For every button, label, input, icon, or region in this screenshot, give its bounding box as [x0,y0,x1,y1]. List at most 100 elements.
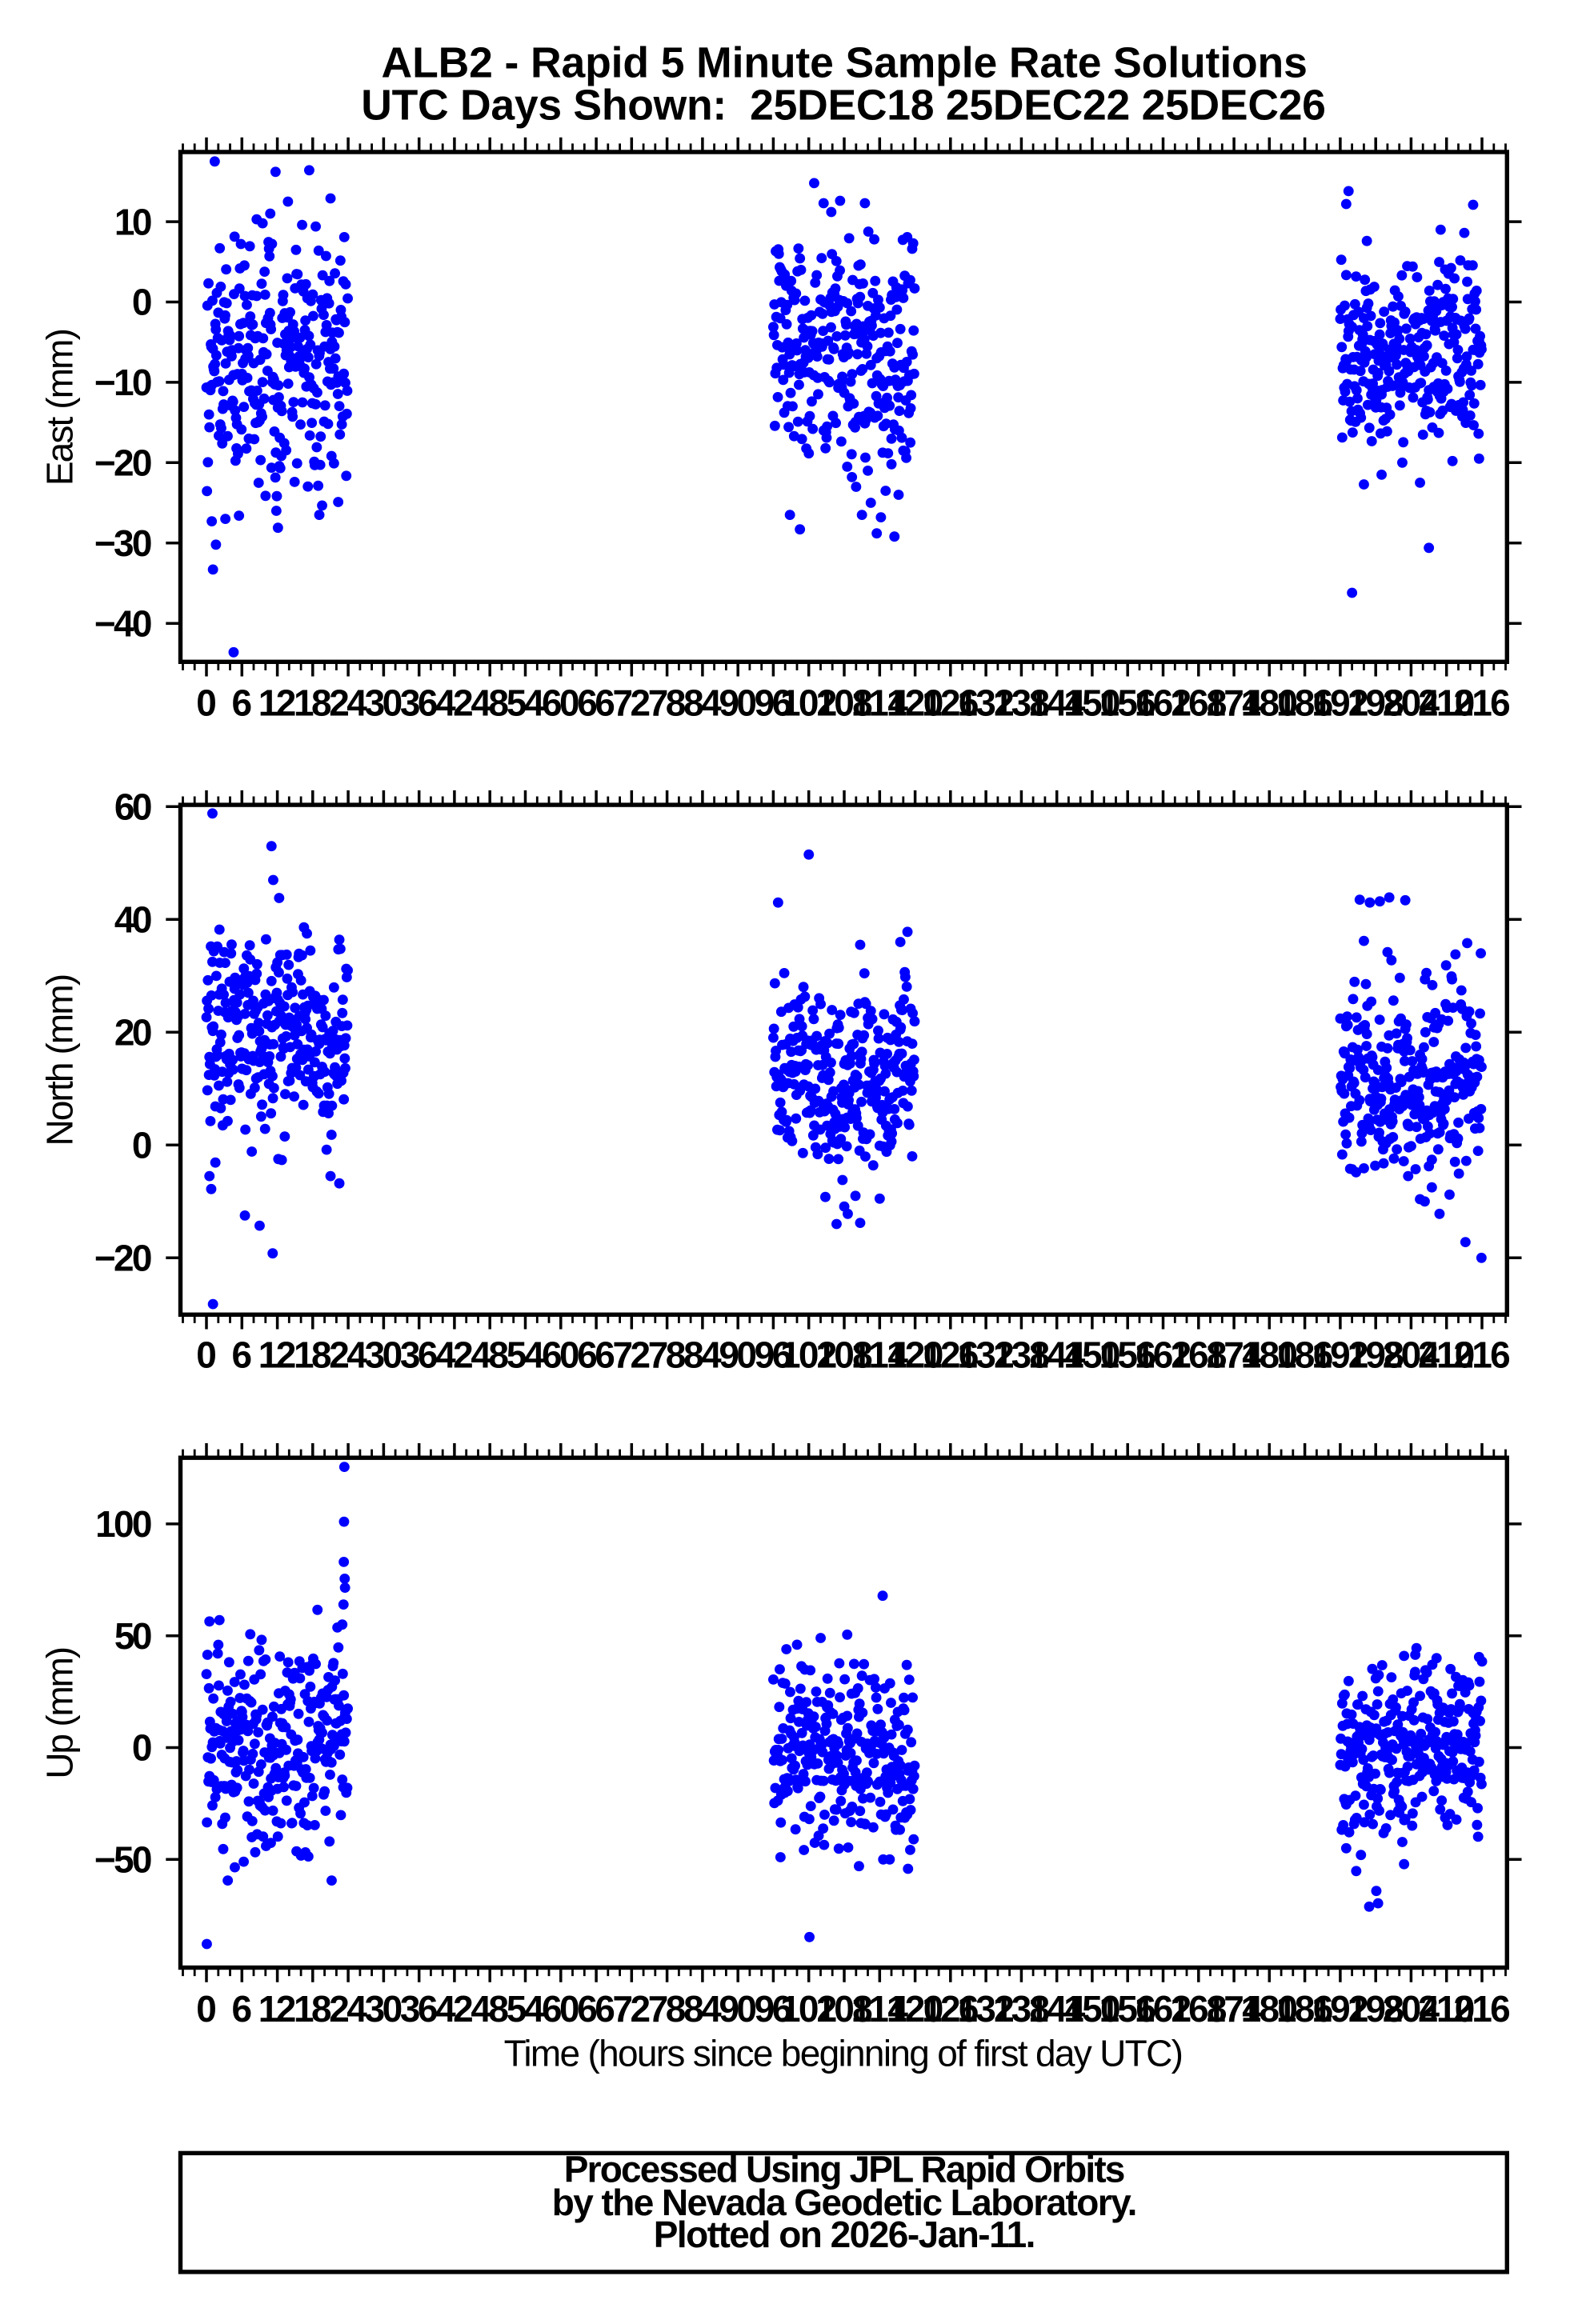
svg-text:192: 192 [1312,1988,1368,2030]
svg-text:114: 114 [851,1334,909,1376]
svg-text:24: 24 [329,1988,367,2030]
svg-text:−20: −20 [94,1238,153,1279]
svg-text:Time (hours since beginning of: Time (hours since beginning of first day… [504,2032,1184,2074]
svg-text:156: 156 [1099,682,1156,724]
svg-text:168: 168 [1170,1334,1227,1376]
svg-text:150: 150 [1063,1334,1120,1376]
svg-text:114: 114 [851,682,909,724]
svg-text:18: 18 [294,1334,332,1376]
svg-text:186: 186 [1276,1334,1333,1376]
svg-text:54: 54 [507,1988,545,2030]
svg-text:174: 174 [1205,1988,1263,2030]
svg-text:96: 96 [755,1334,793,1376]
svg-text:216: 216 [1453,1334,1510,1376]
svg-text:84: 84 [683,1334,722,1376]
svg-text:78: 78 [648,1334,687,1376]
svg-text:48: 48 [471,682,509,724]
svg-text:−40: −40 [94,602,153,644]
svg-text:East (mm): East (mm) [39,328,81,486]
svg-text:UTC Days Shown: 25DEC18 25DEC: UTC Days Shown: 25DEC18 25DEC22 25DEC26 [361,82,1326,129]
svg-text:10: 10 [114,201,153,242]
svg-text:6: 6 [232,1988,253,2030]
svg-text:42: 42 [435,1988,474,2030]
svg-text:78: 78 [648,1988,687,2030]
svg-text:0: 0 [132,1125,153,1166]
svg-text:48: 48 [471,1334,509,1376]
svg-text:66: 66 [577,1988,615,2030]
svg-text:36: 36 [400,1988,439,2030]
svg-text:60: 60 [542,682,580,724]
svg-text:84: 84 [683,682,722,724]
svg-text:42: 42 [435,1334,474,1376]
svg-text:36: 36 [400,1334,439,1376]
svg-text:150: 150 [1063,682,1120,724]
svg-text:120: 120 [887,1334,943,1376]
svg-text:210: 210 [1418,1988,1475,2030]
svg-text:18: 18 [294,1988,332,2030]
svg-text:180: 180 [1241,1334,1298,1376]
svg-text:204: 204 [1383,1988,1440,2030]
svg-text:12: 12 [258,1988,297,2030]
svg-text:132: 132 [957,1988,1014,2030]
svg-text:126: 126 [922,682,979,724]
svg-text:198: 198 [1348,1334,1404,1376]
svg-text:144: 144 [1028,682,1086,724]
svg-text:216: 216 [1453,682,1510,724]
svg-text:210: 210 [1418,682,1475,724]
svg-text:96: 96 [755,1988,793,2030]
svg-text:0: 0 [132,1727,153,1769]
svg-text:18: 18 [294,682,332,724]
svg-text:30: 30 [365,682,403,724]
svg-text:138: 138 [993,1988,1050,2030]
svg-text:150: 150 [1063,1988,1120,2030]
svg-text:84: 84 [683,1988,722,2030]
svg-text:162: 162 [1135,1988,1192,2030]
svg-text:198: 198 [1348,1988,1404,2030]
svg-text:20: 20 [114,1012,153,1054]
svg-text:−50: −50 [94,1839,153,1881]
svg-text:Processed Using JPL Rapid Orbi: Processed Using JPL Rapid Orbits [564,2149,1126,2190]
svg-text:50: 50 [114,1615,153,1657]
svg-text:132: 132 [957,682,1014,724]
svg-text:72: 72 [613,682,651,724]
svg-text:126: 126 [922,1988,979,2030]
svg-text:48: 48 [471,1988,509,2030]
svg-text:90: 90 [719,1334,757,1376]
svg-text:6: 6 [232,1334,253,1376]
svg-text:216: 216 [1453,1988,1510,2030]
svg-text:144: 144 [1028,1334,1086,1376]
svg-text:156: 156 [1099,1334,1156,1376]
svg-text:0: 0 [196,682,217,724]
svg-text:North (mm): North (mm) [39,974,81,1146]
svg-text:40: 40 [114,899,153,941]
svg-text:108: 108 [815,1334,872,1376]
svg-text:Plotted on 2026-Jan-11.: Plotted on 2026-Jan-11. [654,2214,1036,2255]
svg-text:54: 54 [507,1334,545,1376]
svg-text:168: 168 [1170,1988,1227,2030]
svg-text:66: 66 [577,1334,615,1376]
svg-text:0: 0 [196,1334,217,1376]
svg-text:Up (mm): Up (mm) [39,1646,81,1779]
svg-text:60: 60 [542,1988,580,2030]
svg-text:174: 174 [1205,1334,1263,1376]
svg-text:192: 192 [1312,1334,1368,1376]
svg-text:90: 90 [719,1988,757,2030]
svg-text:66: 66 [577,682,615,724]
svg-text:198: 198 [1348,682,1404,724]
svg-text:108: 108 [815,1988,872,2030]
svg-text:180: 180 [1241,1988,1298,2030]
svg-text:24: 24 [329,1334,367,1376]
svg-text:72: 72 [613,1988,651,2030]
svg-text:60: 60 [114,786,153,828]
svg-text:126: 126 [922,1334,979,1376]
svg-text:174: 174 [1205,682,1263,724]
svg-text:−30: −30 [94,522,153,564]
svg-text:120: 120 [887,682,943,724]
svg-text:210: 210 [1418,1334,1475,1376]
svg-text:72: 72 [613,1334,651,1376]
svg-text:100: 100 [95,1503,152,1545]
svg-text:204: 204 [1383,1334,1440,1376]
svg-text:102: 102 [780,1334,837,1376]
svg-text:24: 24 [329,682,367,724]
svg-text:0: 0 [196,1988,217,2030]
